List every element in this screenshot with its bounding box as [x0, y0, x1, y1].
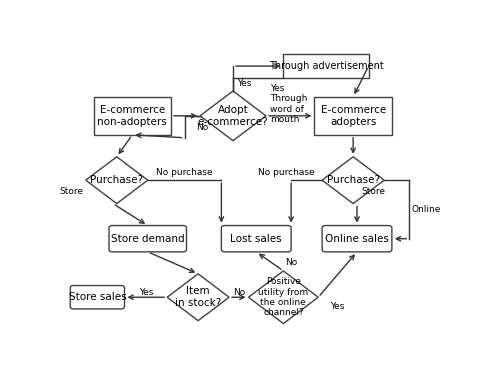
Text: No: No: [196, 123, 208, 132]
Text: Store: Store: [361, 187, 385, 196]
Text: Purchase?: Purchase?: [326, 175, 380, 185]
FancyBboxPatch shape: [109, 226, 186, 252]
FancyBboxPatch shape: [284, 54, 368, 78]
Text: E-commerce
adopters: E-commerce adopters: [320, 105, 386, 127]
Text: Yes: Yes: [138, 288, 153, 297]
Text: Online: Online: [411, 205, 440, 214]
Text: No: No: [286, 258, 298, 266]
Text: Lost sales: Lost sales: [230, 234, 282, 244]
Text: Online sales: Online sales: [325, 234, 389, 244]
Polygon shape: [248, 271, 318, 324]
Polygon shape: [322, 157, 384, 204]
Text: Purchase?: Purchase?: [90, 175, 144, 185]
FancyBboxPatch shape: [222, 226, 291, 252]
Text: Adopt
e-commerce?: Adopt e-commerce?: [198, 105, 268, 127]
Text: Store demand: Store demand: [111, 234, 184, 244]
Text: Store: Store: [60, 187, 84, 196]
Text: Yes: Yes: [237, 79, 252, 88]
Polygon shape: [167, 274, 229, 321]
FancyBboxPatch shape: [314, 97, 392, 135]
Text: Yes: Yes: [330, 302, 345, 310]
Text: Positive
utility from
the online
channel?: Positive utility from the online channel…: [258, 277, 308, 317]
FancyBboxPatch shape: [70, 285, 124, 309]
FancyBboxPatch shape: [94, 97, 171, 135]
Text: No purchase: No purchase: [258, 168, 314, 177]
Text: No purchase: No purchase: [156, 168, 212, 177]
Text: E-commerce
non-adopters: E-commerce non-adopters: [98, 105, 167, 127]
Text: Store sales: Store sales: [68, 292, 126, 302]
Text: Item
in stock?: Item in stock?: [175, 287, 221, 308]
FancyBboxPatch shape: [322, 226, 392, 252]
Text: Yes
Through
word of
mouth: Yes Through word of mouth: [270, 84, 307, 124]
Polygon shape: [200, 91, 266, 141]
Polygon shape: [86, 157, 148, 204]
Text: No: No: [232, 288, 245, 297]
Text: Through advertisement: Through advertisement: [268, 61, 384, 71]
